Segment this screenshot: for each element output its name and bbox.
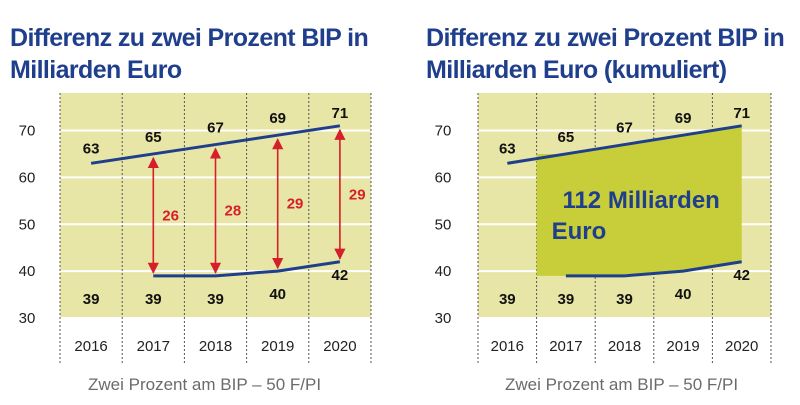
chart-right-data-label: 39	[558, 291, 575, 308]
chart-left-difference-label: 29	[349, 186, 366, 203]
chart-left-ytick-label: 60	[19, 169, 36, 186]
chart-left-data-label: 39	[207, 291, 224, 308]
chart-left-series-line-1	[90, 124, 341, 165]
chart-left-series-line-2	[153, 260, 341, 278]
chart-right-xtick-label: 2017	[549, 338, 582, 355]
chart-right-cumulative-area	[536, 125, 742, 276]
chart-left-xtick-label: 2017	[137, 338, 170, 355]
chart-left-xtick-label: 2018	[199, 338, 232, 355]
chart-left-ytick-label: 30	[19, 310, 36, 327]
chart-left-ytick-label: 50	[19, 216, 36, 233]
chart-left-xtick-label: 2020	[323, 338, 356, 355]
chart-right-data-label: 39	[616, 291, 633, 308]
chart-left-data-label: 40	[269, 286, 286, 303]
chart-left-data-label: 42	[332, 267, 349, 284]
chart-left-difference-label: 26	[162, 207, 179, 224]
chart-left-plot: 30 40 50 60 70 2016 2017 2018 2019 2020 63 65 67 69 71…	[19, 93, 372, 363]
chart-left-difference-label: 29	[287, 196, 304, 213]
chart-right-xtick-label: 2018	[608, 338, 641, 355]
chart-right-ytick-label: 60	[435, 169, 452, 186]
chart-right-source: Zwei Prozent am BIP – 50 F/PI	[505, 375, 738, 394]
chart-left-data-label: 63	[83, 140, 100, 157]
chart-right-title-line-2: Milliarden Euro (kumuliert)	[426, 56, 727, 84]
chart-left-ytick-label: 40	[19, 263, 36, 280]
chart-right-data-label: 39	[499, 291, 516, 308]
chart-left-data-label: 39	[145, 291, 162, 308]
chart-right-area-label-line-2: Euro	[552, 218, 607, 245]
chart-left-xtick-label: 2019	[261, 338, 294, 355]
chart-left-data-label: 65	[145, 129, 162, 146]
chart-right-data-label: 67	[616, 120, 633, 137]
chart-right-xtick-label: 2019	[666, 338, 699, 355]
chart-right-series-line-2	[565, 260, 742, 278]
chart-right-ytick-label: 30	[435, 310, 452, 327]
chart-left-title-line-2: Milliarden Euro	[10, 56, 182, 84]
chart-left-difference-label: 28	[225, 203, 242, 220]
chart-right-xtick-label: 2016	[491, 338, 524, 355]
chart-left-data-label: 71	[332, 105, 349, 122]
chart-right-data-label: 71	[733, 105, 750, 122]
chart-right-data-label: 63	[499, 140, 516, 157]
chart-right-area-label-line-1: 112 Milliarden	[562, 187, 719, 214]
chart-right-series-line-1	[507, 124, 742, 165]
chart-right-data-label: 65	[558, 129, 575, 146]
chart-left-data-label: 67	[207, 120, 224, 137]
chart-right-data-label: 40	[675, 286, 692, 303]
chart-right-plot: 30 40 50 60 70 2016 2017 2018 2019 2020 112 Millia…	[435, 93, 772, 363]
chart-right-title-line-1: Differenz zu zwei Prozent BIP in	[426, 24, 784, 52]
chart-left-ytick-label: 70	[19, 123, 36, 140]
chart-right-data-label: 42	[733, 267, 750, 284]
chart-left-source: Zwei Prozent am BIP – 50 F/PI	[88, 375, 321, 394]
chart-right-ytick-label: 50	[435, 216, 452, 233]
chart-right-ytick-label: 40	[435, 263, 452, 280]
chart-right: Differenz zu zwei Prozent BIP in Milliar…	[426, 24, 785, 394]
chart-right-ytick-label: 70	[435, 123, 452, 140]
chart-left: Differenz zu zwei Prozent BIP in Milliar…	[10, 24, 372, 394]
chart-left-data-label: 39	[83, 291, 100, 308]
chart-right-xtick-label: 2020	[725, 338, 758, 355]
chart-left-xtick-label: 2016	[74, 338, 107, 355]
chart-right-data-label: 69	[675, 110, 692, 127]
chart-left-data-label: 69	[269, 110, 286, 127]
chart-left-title-line-1: Differenz zu zwei Prozent BIP in	[10, 24, 368, 52]
